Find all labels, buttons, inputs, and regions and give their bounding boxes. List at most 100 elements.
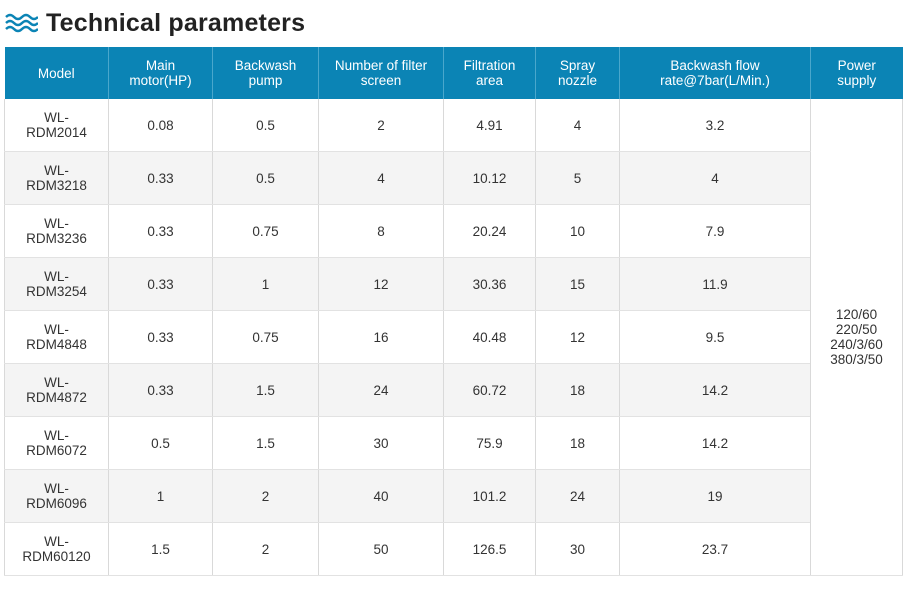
- table-row: WL- RDM4872 0.33 1.5 24 60.72 18 14.2: [4, 363, 903, 417]
- column-header: Number of filter screen: [318, 47, 444, 99]
- cell-area: 40.48: [443, 310, 536, 364]
- model-code: RDM6072: [26, 443, 87, 458]
- cell-nozzle: 10: [535, 204, 620, 258]
- power-supply-cell: 120/60 220/50 240/3/60 380/3/50: [810, 99, 903, 576]
- column-header-line: supply: [837, 73, 877, 88]
- cell-nozzle: 18: [535, 416, 620, 470]
- column-header-line: Number of filter: [334, 58, 428, 73]
- column-header-line: nozzle: [557, 73, 598, 88]
- cell-flow: 9.5: [619, 310, 811, 364]
- column-header: Model: [4, 47, 109, 99]
- cell-motor: 0.33: [108, 363, 213, 417]
- cell-flow: 19: [619, 469, 811, 523]
- model-cell: WL- RDM4872: [4, 363, 109, 417]
- cell-area: 30.36: [443, 257, 536, 311]
- model-code: RDM3218: [26, 178, 87, 193]
- column-header-line: motor(HP): [129, 73, 192, 88]
- model-prefix: WL-: [44, 375, 69, 390]
- power-supply-value: 120/60: [835, 307, 878, 322]
- model-prefix: WL-: [44, 216, 69, 231]
- column-header-line: Main: [145, 58, 176, 73]
- table-row: WL- RDM3218 0.33 0.5 4 10.12 5 4: [4, 151, 903, 205]
- column-header: Spray nozzle: [535, 47, 620, 99]
- model-cell: WL- RDM3254: [4, 257, 109, 311]
- column-header-line: Spray: [559, 58, 596, 73]
- cell-motor: 1.5: [108, 522, 213, 576]
- table-body: WL- RDM2014 0.08 0.5 2 4.91 4 3.2 120/60 220/50 24…: [4, 99, 903, 576]
- cell-flow: 11.9: [619, 257, 811, 311]
- column-header-line: pump: [248, 73, 283, 88]
- table-row: WL- RDM3236 0.33 0.75 8 20.24 10 7.9: [4, 204, 903, 258]
- cell-flow: 23.7: [619, 522, 811, 576]
- cell-screens: 30: [318, 416, 444, 470]
- cell-area: 60.72: [443, 363, 536, 417]
- model-prefix: WL-: [44, 269, 69, 284]
- cell-nozzle: 18: [535, 363, 620, 417]
- model-cell: WL- RDM2014: [4, 99, 109, 152]
- column-header: Backwash flow rate@7bar(L/Min.): [619, 47, 811, 99]
- table-header-row: Model Main motor(HP) Backwash pump Number of …: [4, 47, 903, 99]
- cell-motor: 0.33: [108, 151, 213, 205]
- table-row: WL- RDM4848 0.33 0.75 16 40.48 12 9.5: [4, 310, 903, 364]
- cell-nozzle: 15: [535, 257, 620, 311]
- cell-screens: 4: [318, 151, 444, 205]
- cell-pump: 1.5: [212, 363, 319, 417]
- section-heading: Technical parameters: [4, 6, 305, 40]
- column-header-line: screen: [360, 73, 402, 88]
- cell-area: 75.9: [443, 416, 536, 470]
- cell-screens: 24: [318, 363, 444, 417]
- column-header: Main motor(HP): [108, 47, 213, 99]
- cell-flow: 3.2: [619, 99, 811, 152]
- model-cell: WL- RDM3236: [4, 204, 109, 258]
- model-cell: WL- RDM6072: [4, 416, 109, 470]
- column-header-line: Model: [37, 65, 75, 81]
- power-supply-value: 380/3/50: [830, 352, 883, 367]
- model-prefix: WL-: [44, 481, 69, 496]
- wave-icon: [5, 13, 38, 33]
- power-supply-value: 240/3/60: [830, 337, 883, 352]
- cell-nozzle: 24: [535, 469, 620, 523]
- power-supply-value: 220/50: [835, 322, 878, 337]
- cell-motor: 0.33: [108, 204, 213, 258]
- cell-pump: 1: [212, 257, 319, 311]
- cell-pump: 0.75: [212, 204, 319, 258]
- cell-motor: 0.5: [108, 416, 213, 470]
- cell-flow: 14.2: [619, 416, 811, 470]
- cell-motor: 0.33: [108, 310, 213, 364]
- cell-screens: 12: [318, 257, 444, 311]
- model-code: RDM6096: [26, 496, 87, 511]
- page-title: Technical parameters: [46, 8, 306, 37]
- model-cell: WL- RDM4848: [4, 310, 109, 364]
- cell-nozzle: 12: [535, 310, 620, 364]
- column-header-line: Backwash flow: [670, 58, 760, 73]
- cell-nozzle: 5: [535, 151, 620, 205]
- cell-screens: 8: [318, 204, 444, 258]
- cell-pump: 0.75: [212, 310, 319, 364]
- model-code: RDM4872: [26, 390, 87, 405]
- technical-parameters-table: Model Main motor(HP) Backwash pump Number of …: [4, 47, 903, 576]
- column-header-line: rate@7bar(L/Min.): [660, 73, 770, 88]
- cell-flow: 4: [619, 151, 811, 205]
- cell-screens: 50: [318, 522, 444, 576]
- cell-area: 101.2: [443, 469, 536, 523]
- model-cell: WL- RDM60120: [4, 522, 109, 576]
- cell-flow: 7.9: [619, 204, 811, 258]
- model-prefix: WL-: [44, 534, 69, 549]
- cell-screens: 16: [318, 310, 444, 364]
- cell-nozzle: 30: [535, 522, 620, 576]
- model-prefix: WL-: [44, 322, 69, 337]
- table-row: WL- RDM6096 1 2 40 101.2 24 19: [4, 469, 903, 523]
- column-header-line: area: [475, 73, 504, 88]
- table-row: WL- RDM60120 1.5 2 50 126.5 30 23.7: [4, 522, 903, 576]
- model-prefix: WL-: [44, 110, 69, 125]
- cell-motor: 1: [108, 469, 213, 523]
- cell-pump: 1.5: [212, 416, 319, 470]
- cell-screens: 40: [318, 469, 444, 523]
- cell-area: 10.12: [443, 151, 536, 205]
- cell-motor: 0.33: [108, 257, 213, 311]
- model-code: RDM3254: [26, 284, 87, 299]
- column-header: Backwash pump: [212, 47, 319, 99]
- column-header: Power supply: [810, 47, 903, 99]
- cell-motor: 0.08: [108, 99, 213, 152]
- cell-area: 126.5: [443, 522, 536, 576]
